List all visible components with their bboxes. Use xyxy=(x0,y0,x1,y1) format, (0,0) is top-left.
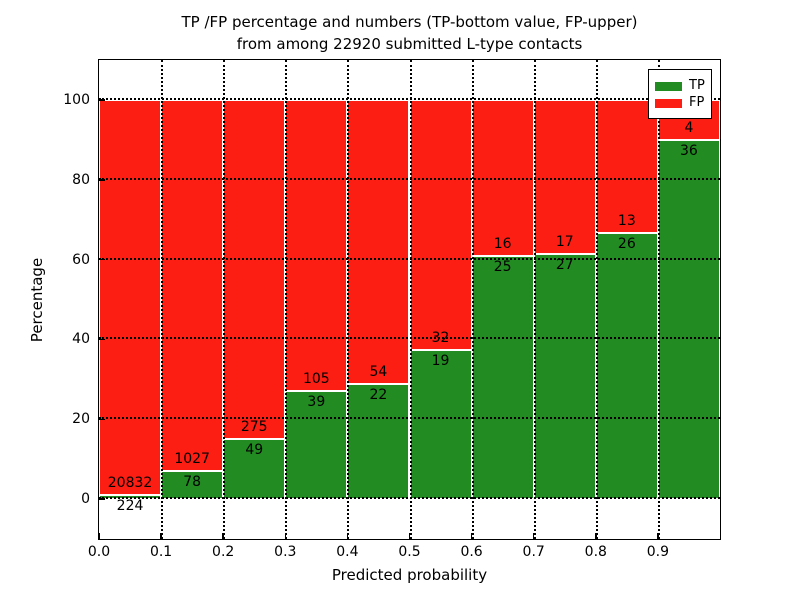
legend-entry-tp: TP xyxy=(655,79,705,93)
tp-bar-segment xyxy=(409,350,472,500)
x-gridline xyxy=(471,60,474,539)
x-gridline xyxy=(409,60,412,539)
tp-count-label: 49 xyxy=(245,441,264,458)
x-tick-label: 0.8 xyxy=(584,544,607,560)
tp-count-label: 78 xyxy=(183,473,202,490)
fp-count-label: 1027 xyxy=(174,450,210,467)
x-tick-label: 0.7 xyxy=(522,544,545,560)
x-tick xyxy=(222,533,224,539)
fp-bar-segment xyxy=(99,99,162,495)
x-gridline xyxy=(223,60,226,539)
chart-title: TP /FP percentage and numbers (TP-bottom… xyxy=(98,11,721,55)
x-tick-label: 0.1 xyxy=(149,544,173,560)
y-tick xyxy=(99,99,105,101)
fp-count-label: 17 xyxy=(555,234,574,251)
tp-count-label: 27 xyxy=(555,257,574,274)
x-axis-label: Predicted probability xyxy=(331,566,488,584)
fp-bar-segment xyxy=(595,99,658,233)
x-tick-label: 0.0 xyxy=(87,544,111,560)
fp-count-label: 16 xyxy=(493,235,512,252)
fp-count-label: 13 xyxy=(617,212,636,229)
chart-title-line1: TP /FP percentage and numbers (TP-bottom… xyxy=(181,13,638,31)
x-tick-label: 0.6 xyxy=(460,544,483,560)
y-tick-label: 60 xyxy=(72,251,90,268)
tp-count-label: 224 xyxy=(116,497,144,514)
tp-count-label: 26 xyxy=(617,235,636,252)
fp-legend-swatch xyxy=(655,98,682,108)
y-tick xyxy=(99,418,105,420)
fp-legend-label: FP xyxy=(689,95,705,110)
x-gridline xyxy=(533,60,536,539)
tp-count-label: 36 xyxy=(680,142,698,159)
tp-legend-swatch xyxy=(655,81,682,91)
legend-entry-fp: FP xyxy=(655,96,705,110)
fp-count-label: 105 xyxy=(302,370,330,387)
tp-count-label: 25 xyxy=(493,258,512,275)
fp-bar-segment xyxy=(533,99,596,255)
fp-bar-segment xyxy=(285,99,348,391)
y-tick-label: 20 xyxy=(72,411,90,428)
y-tick xyxy=(99,498,105,500)
tp-bar-segment xyxy=(471,255,534,500)
tp-legend-label: TP xyxy=(689,78,705,93)
x-tick-label: 0.5 xyxy=(398,544,421,560)
fp-count-label: 275 xyxy=(240,418,268,435)
fp-bar-segment xyxy=(409,99,472,351)
tp-count-label: 22 xyxy=(369,386,388,403)
x-tick-label: 0.3 xyxy=(274,544,297,560)
x-tick xyxy=(98,533,100,539)
x-tick xyxy=(284,533,287,539)
tp-bar-segment xyxy=(657,139,720,500)
y-tick xyxy=(99,179,105,181)
x-gridline xyxy=(285,60,288,539)
x-tick xyxy=(160,533,162,539)
y-tick-label: 40 xyxy=(72,331,90,348)
x-gridline xyxy=(347,60,350,539)
x-tick xyxy=(532,533,535,539)
x-gridline xyxy=(657,60,660,539)
fp-count-label: 4 xyxy=(684,119,694,136)
y-tick-label: 0 xyxy=(81,491,90,508)
tp-bar-segment xyxy=(223,438,286,500)
y-tick-label: 100 xyxy=(63,91,90,108)
y-axis-label: Percentage xyxy=(28,257,46,343)
fp-count-label: 32 xyxy=(431,330,450,347)
x-tick-label: 0.9 xyxy=(646,544,670,560)
fp-count-label: 54 xyxy=(369,363,388,380)
fp-count-label: 20832 xyxy=(107,474,153,491)
tp-count-label: 19 xyxy=(431,353,450,370)
y-tick-label: 80 xyxy=(72,171,90,188)
tp-bar-segment xyxy=(347,383,410,500)
y-tick xyxy=(99,338,105,341)
tp-count-label: 39 xyxy=(307,393,326,410)
x-gridline xyxy=(595,60,598,539)
y-tick xyxy=(99,258,105,261)
chart-title-line2: from among 22920 submitted L-type contac… xyxy=(236,35,583,53)
tp-bar-segment xyxy=(285,391,348,500)
fp-bar-segment xyxy=(223,99,286,439)
fp-bar-segment xyxy=(161,99,224,471)
x-tick-label: 0.4 xyxy=(336,544,359,560)
x-tick xyxy=(595,533,597,539)
legend-box: TP FP xyxy=(648,69,712,119)
tp-bar-segment xyxy=(595,232,658,500)
x-tick xyxy=(470,533,473,539)
fp-bar-segment xyxy=(347,99,410,384)
x-tick-label: 0.2 xyxy=(212,544,235,560)
x-tick xyxy=(346,533,349,539)
plot-area: 20832 224 1027 78 275 49 105 39 54 22 32 19 16 25 17 27… xyxy=(63,59,721,560)
x-tick xyxy=(657,533,659,539)
x-tick xyxy=(408,533,411,539)
tp-bar-segment xyxy=(533,254,596,500)
x-gridline xyxy=(161,60,164,539)
